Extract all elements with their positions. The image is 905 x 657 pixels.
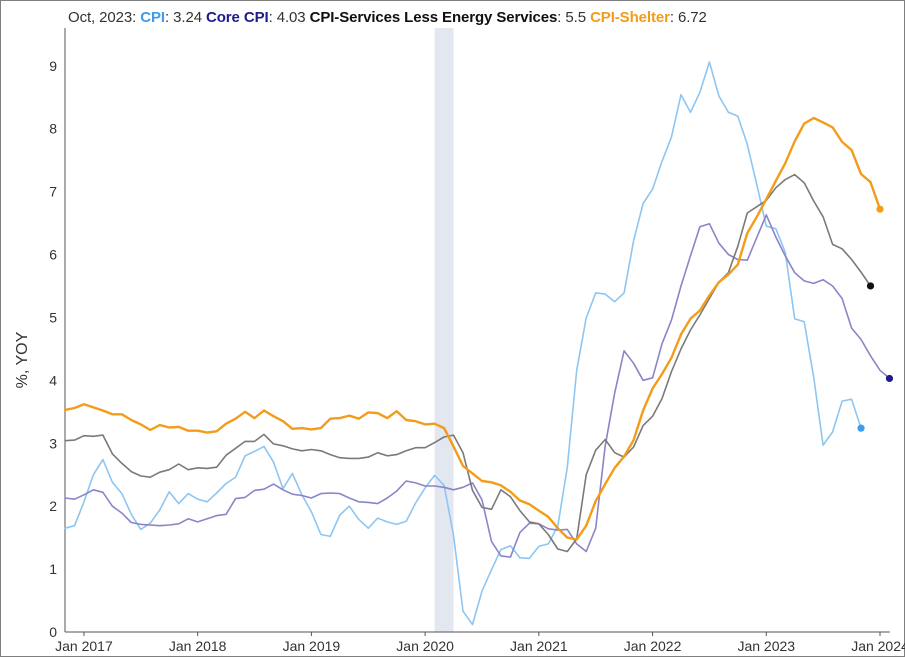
end-point-cpi[interactable] (857, 424, 865, 432)
series-layer (63, 61, 894, 626)
legend: Oct, 2023: CPI: 3.24 Core CPI: 4.03 CPI-… (68, 9, 707, 26)
x-tick-label: Jan 2023 (737, 638, 795, 654)
recession-band (434, 28, 454, 632)
x-tick-label: Jan 2021 (510, 638, 568, 654)
recession-band-layer (434, 28, 454, 632)
y-tick-labels: 0 1 2 3 4 5 6 7 8 9 (49, 58, 57, 640)
x-tick-label: Jan 2017 (55, 638, 113, 654)
y-axis-label: %, YOY (14, 331, 31, 388)
y-tick-label: 1 (49, 561, 57, 577)
y-tick-label: 0 (49, 624, 57, 640)
x-tick-labels: Jan 2017 Jan 2018 Jan 2019 Jan 2020 Jan 2021… (55, 632, 905, 654)
legend-cpi-value: 3.24 (173, 9, 202, 26)
y-tick-label: 5 (49, 309, 57, 325)
end-point-cpi-shelter[interactable] (876, 205, 884, 213)
end-point-core-cpi[interactable] (885, 374, 894, 383)
legend-shelter-name: CPI-Shelter (590, 9, 670, 26)
y-tick-label: 8 (49, 121, 57, 137)
x-tick-label: Jan 2018 (169, 638, 227, 654)
y-tick-label: 7 (49, 184, 57, 200)
legend-date: Oct, 2023 (68, 9, 133, 26)
x-tick-label: Jan 2020 (396, 638, 454, 654)
y-tick-label: 6 (49, 247, 57, 263)
series-line-cpi-shelter (63, 116, 882, 541)
series-line-cpi-services-less-energy-services (64, 173, 872, 553)
x-tick-label: Jan 2022 (624, 638, 682, 654)
y-tick-label: 4 (49, 372, 57, 388)
legend-shelter-value: 6.72 (677, 9, 707, 26)
x-tick-label: Jan 2024 (851, 638, 905, 654)
series-line-cpi (64, 61, 862, 626)
y-tick-label: 3 (49, 435, 57, 451)
x-tick-label: Jan 2019 (283, 638, 341, 654)
legend-core-cpi-name: Core CPI (206, 9, 269, 26)
legend-core-cpi-value: 4.03 (276, 9, 306, 26)
legend-services-name: CPI-Services Less Energy Services (309, 9, 558, 26)
axes (64, 28, 890, 633)
y-tick-label: 9 (49, 58, 57, 74)
end-point-cpi-services-less-energy-services[interactable] (866, 282, 875, 290)
legend-services-value: 5.5 (565, 9, 586, 26)
series-line-core-cpi (64, 214, 891, 558)
legend-cpi-name: CPI (140, 9, 165, 26)
y-tick-label: 2 (49, 498, 57, 514)
